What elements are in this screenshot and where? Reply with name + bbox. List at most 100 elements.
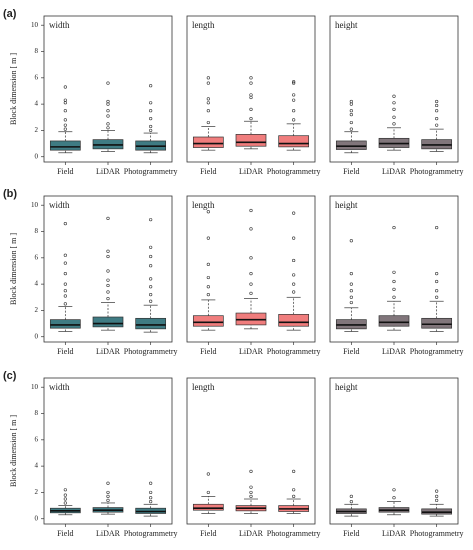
outlier — [149, 128, 153, 133]
x-tick-label: Photogrammetry — [410, 347, 464, 356]
outlier — [106, 126, 110, 130]
outlier — [435, 272, 439, 276]
outlier — [392, 270, 396, 274]
outlier — [392, 496, 396, 500]
outlier — [249, 81, 253, 85]
outlier — [349, 113, 353, 117]
x-tick-label: Photogrammetry — [267, 347, 321, 356]
outlier — [206, 490, 210, 495]
box — [192, 503, 224, 511]
panel-title: height — [335, 382, 358, 392]
y-tick-label: 2 — [35, 126, 39, 134]
x-tick-label: Field — [200, 347, 216, 356]
outlier — [292, 488, 296, 492]
x-tick-label: Field — [57, 529, 73, 538]
x-tick-label: Photogrammetry — [410, 529, 464, 538]
outlier — [149, 299, 153, 303]
outlier — [106, 249, 110, 253]
outlier — [249, 272, 253, 276]
outlier — [249, 76, 253, 80]
outlier — [292, 494, 296, 498]
box — [335, 140, 367, 150]
outlier — [106, 81, 110, 85]
x-tick-label: LiDAR — [96, 347, 121, 356]
x-tick-label: LiDAR — [382, 529, 407, 538]
outlier — [206, 472, 210, 476]
panel-frame — [186, 377, 316, 525]
outlier — [149, 254, 153, 259]
outlier — [149, 124, 153, 129]
outlier — [63, 127, 67, 131]
outlier — [206, 81, 210, 85]
outlier — [392, 295, 396, 299]
outlier — [206, 97, 210, 101]
outlier — [435, 225, 439, 230]
x-tick-label: LiDAR — [382, 347, 407, 356]
row-label: (c) — [3, 370, 17, 382]
row-label: (b) — [3, 188, 17, 200]
x-tick-label: Field — [57, 167, 73, 176]
outlier — [206, 236, 210, 240]
box — [49, 319, 81, 329]
x-tick-label: Field — [343, 347, 359, 356]
outlier — [292, 81, 296, 85]
outlier — [206, 275, 210, 280]
outlier — [106, 290, 110, 294]
outlier — [249, 282, 253, 286]
outlier — [435, 295, 439, 299]
box — [378, 315, 410, 327]
box — [235, 134, 267, 147]
outlier — [392, 107, 396, 111]
x-tick-label: LiDAR — [239, 347, 264, 356]
outlier — [392, 115, 396, 119]
y-axis-label: Block dimension [ m ] — [9, 415, 18, 487]
x-tick-label: LiDAR — [96, 167, 121, 176]
y-tick-label: 4 — [35, 280, 39, 288]
outlier — [149, 84, 153, 88]
y-tick-label: 8 — [35, 409, 39, 417]
outlier — [435, 109, 439, 113]
outlier — [149, 109, 153, 113]
outlier — [63, 272, 67, 276]
outlier — [63, 493, 67, 497]
outlier — [106, 278, 110, 282]
outlier — [435, 123, 439, 127]
outlier — [292, 80, 296, 84]
outlier — [63, 98, 67, 102]
outlier — [206, 262, 210, 266]
y-tick-label: 8 — [35, 227, 39, 235]
outlier — [249, 291, 253, 295]
outlier — [106, 122, 110, 126]
panel-title: width — [49, 200, 70, 210]
outlier — [63, 282, 67, 286]
outlier — [435, 489, 439, 493]
x-tick-label: Photogrammetry — [124, 347, 178, 356]
x-tick-label: Photogrammetry — [124, 167, 178, 176]
y-tick-label: 2 — [35, 306, 39, 314]
outlier — [63, 294, 67, 298]
outlier — [292, 469, 296, 473]
outlier — [349, 239, 353, 243]
outlier — [63, 501, 67, 505]
outlier — [292, 211, 296, 215]
outlier — [435, 289, 439, 293]
outlier — [349, 272, 353, 276]
y-tick-label: 0 — [35, 332, 39, 340]
y-tick-label: 10 — [31, 201, 39, 209]
y-tick-label: 6 — [35, 73, 39, 81]
outlier — [349, 99, 353, 104]
outlier — [206, 109, 210, 113]
outlier — [63, 101, 67, 105]
box — [192, 136, 224, 148]
outlier — [292, 109, 296, 113]
outlier — [63, 85, 67, 89]
outlier — [349, 102, 353, 106]
outlier — [206, 76, 210, 80]
outlier — [106, 283, 110, 288]
outlier — [349, 300, 353, 305]
outlier — [106, 102, 110, 106]
outlier — [149, 116, 153, 121]
outlier — [206, 120, 210, 125]
box — [421, 317, 453, 329]
outlier — [63, 497, 67, 501]
